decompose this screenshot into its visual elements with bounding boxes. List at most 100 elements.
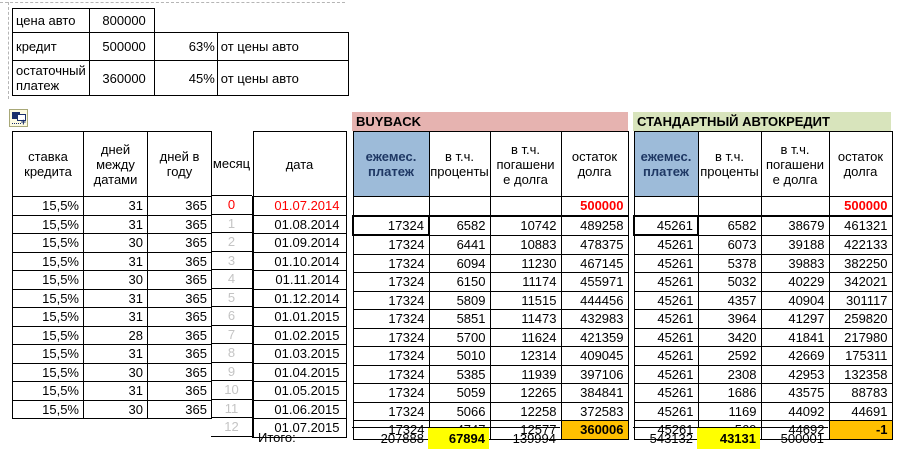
days-in-year-cell[interactable]: 365 (147, 288, 212, 308)
days-in-year-cell[interactable]: 365 (147, 344, 212, 364)
buyback-principal-cell[interactable]: 11174 (489, 272, 562, 292)
buyback-interest-cell[interactable]: 5700 (428, 327, 491, 347)
buyback-interest-cell[interactable]: 5066 (428, 401, 491, 421)
standard-principal-cell[interactable] (760, 196, 830, 217)
standard-balance-cell[interactable]: 44691 (828, 401, 893, 421)
buyback-interest-cell[interactable]: 6582 (428, 215, 491, 236)
buyback-balance-cell[interactable]: 455971 (560, 272, 629, 292)
standard-interest-cell[interactable]: 2308 (697, 364, 762, 384)
summary-pct-price[interactable] (154, 8, 218, 33)
standard-balance-cell[interactable]: 259820 (828, 309, 893, 329)
summary-label-credit[interactable]: кредит (12, 32, 90, 61)
buyback-balance-cell[interactable]: 372583 (560, 401, 629, 421)
header-month[interactable]: месяц (211, 131, 252, 196)
standard-payment-cell[interactable]: 45261 (633, 214, 699, 236)
days-in-year-cell[interactable]: 365 (147, 307, 212, 327)
standard-balance-cell[interactable]: 382250 (828, 253, 893, 273)
month-cell[interactable]: 9 (211, 362, 252, 381)
standard-payment-cell[interactable]: 45261 (633, 346, 699, 366)
days-in-year-cell[interactable]: 365 (147, 325, 212, 345)
month-cell[interactable]: 6 (211, 306, 252, 326)
standard-interest-cell[interactable]: 3420 (697, 327, 762, 347)
buyback-payment-cell[interactable]: 17324 (352, 290, 430, 310)
buyback-payment-cell[interactable]: 17324 (352, 401, 430, 421)
standard-payment-cell[interactable]: 45261 (633, 272, 699, 292)
days-in-year-cell[interactable]: 365 (147, 362, 212, 382)
header-standard-principal[interactable]: в т.ч. погашени е долга (760, 131, 830, 197)
buyback-payment-cell[interactable]: 17324 (352, 420, 430, 440)
date-cell[interactable]: 01.06.2015 (252, 399, 347, 419)
summary-label-residual[interactable]: остаточный платеж (12, 60, 90, 96)
standard-balance-cell[interactable]: 217980 (828, 327, 893, 347)
standard-interest-cell[interactable]: 3964 (697, 309, 762, 329)
days-between-cell[interactable]: 30 (83, 399, 148, 419)
buyback-principal-cell[interactable] (489, 196, 562, 217)
buyback-total-payment[interactable]: 207888 (380, 431, 424, 446)
standard-principal-cell[interactable]: 39883 (760, 253, 830, 273)
buyback-interest-cell[interactable]: 6150 (428, 272, 491, 292)
buyback-payment-cell[interactable]: 17324 (352, 327, 430, 347)
buyback-principal-cell[interactable]: 12258 (489, 401, 562, 421)
rate-cell[interactable]: 15,5% (12, 307, 84, 327)
summary-pct-residual[interactable]: 45% (153, 60, 218, 96)
summary-note-residual[interactable]: от цены авто (216, 60, 349, 96)
summary-label-price[interactable]: цена авто (12, 8, 90, 33)
standard-total-principal[interactable]: 500001 (780, 431, 824, 446)
standard-interest-cell[interactable]: 6582 (697, 215, 762, 236)
summary-value-residual[interactable]: 360000 (88, 60, 155, 96)
standard-payment-cell[interactable]: 45261 (633, 309, 699, 329)
rate-cell[interactable]: 15,5% (12, 288, 84, 308)
standard-principal-cell[interactable]: 41297 (760, 309, 830, 329)
days-between-cell[interactable]: 31 (83, 288, 148, 308)
date-cell[interactable]: 01.10.2014 (252, 251, 347, 271)
buyback-balance-cell[interactable]: 397106 (560, 364, 629, 384)
date-cell[interactable]: 01.09.2014 (252, 233, 347, 253)
days-between-cell[interactable]: 28 (83, 325, 148, 345)
header-days-between[interactable]: дней между датами (83, 131, 148, 197)
month-cell[interactable]: 12 (211, 417, 252, 437)
standard-principal-cell[interactable]: 38679 (760, 215, 830, 236)
rate-cell[interactable]: 15,5% (12, 362, 84, 382)
header-standard-interest[interactable]: в т.ч. проценты (697, 131, 762, 197)
rate-cell[interactable]: 15,5% (12, 270, 84, 290)
buyback-interest-cell[interactable]: 6441 (428, 234, 491, 255)
standard-principal-cell[interactable]: 41841 (760, 327, 830, 347)
rate-cell[interactable]: 15,5% (12, 344, 84, 364)
rate-cell[interactable]: 15,5% (12, 399, 84, 419)
section-banner-standard[interactable]: СТАНДАРТНЫЙ АВТОКРЕДИТ (633, 112, 891, 131)
days-between-cell[interactable]: 30 (83, 233, 148, 253)
summary-value-price[interactable]: 800000 (88, 8, 155, 33)
header-date[interactable]: дата (252, 131, 347, 197)
buyback-payment-cell[interactable]: 17324 (352, 253, 430, 273)
header-buyback-payment[interactable]: ежемес. платеж (352, 131, 430, 197)
date-cell[interactable]: 01.05.2015 (252, 381, 347, 401)
standard-payment-cell[interactable]: 45261 (633, 383, 699, 403)
standard-principal-cell[interactable]: 43575 (760, 383, 830, 403)
days-between-cell[interactable]: 31 (83, 344, 148, 364)
totals-label[interactable]: Итого: (258, 430, 296, 445)
days-in-year-cell[interactable]: 365 (147, 214, 212, 234)
header-rate[interactable]: ставка кредита (12, 131, 84, 197)
header-buyback-interest[interactable]: в т.ч. проценты (428, 131, 491, 197)
date-cell[interactable]: 01.12.2014 (252, 288, 347, 308)
month-cell[interactable]: 1 (211, 214, 252, 233)
buyback-payment-cell[interactable]: 17324 (352, 364, 430, 384)
buyback-interest-cell[interactable]: 5809 (428, 290, 491, 310)
month-cell[interactable]: 0 (211, 195, 252, 215)
buyback-balance-cell[interactable]: 478375 (560, 234, 629, 255)
standard-payment-cell[interactable]: 45261 (633, 327, 699, 347)
standard-balance-cell[interactable]: 461321 (828, 215, 893, 236)
summary-note-price[interactable] (217, 8, 349, 33)
days-in-year-cell[interactable]: 365 (147, 251, 212, 271)
buyback-principal-cell[interactable]: 11515 (489, 290, 562, 310)
standard-principal-cell[interactable]: 44092 (760, 401, 830, 421)
standard-payment-cell[interactable]: 45261 (633, 420, 699, 440)
buyback-payment-cell[interactable]: 17324 (352, 309, 430, 329)
standard-total-payment[interactable]: 543132 (649, 431, 693, 446)
standard-principal-cell[interactable]: 42953 (760, 364, 830, 384)
buyback-balance-cell[interactable]: 467145 (560, 253, 629, 273)
standard-interest-cell[interactable]: 4357 (697, 290, 762, 310)
header-standard-payment[interactable]: ежемес. платеж (633, 131, 699, 197)
buyback-principal-cell[interactable]: 10883 (489, 234, 562, 255)
days-in-year-cell[interactable]: 365 (147, 233, 212, 253)
